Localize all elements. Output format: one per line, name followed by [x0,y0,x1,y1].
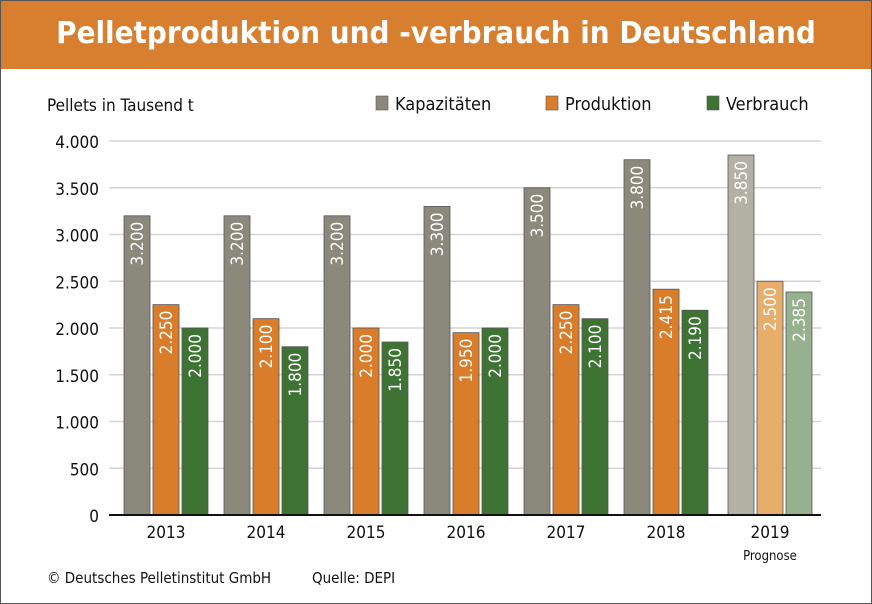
chart-title: Pelletproduktion und -verbrauch in Deuts… [56,16,816,51]
bar-verbrauch-2016 [481,327,509,516]
bar-kapazitäten-2014 [223,215,251,516]
data-label: 3.200 [328,222,348,266]
legend-label: Kapazitäten [395,94,491,115]
data-label: 3.800 [628,166,648,210]
data-label: 2.250 [157,311,177,355]
data-label: 1.800 [286,353,306,397]
bar-verbrauch-2015 [381,341,409,516]
bar-kapazitäten-2013 [123,215,151,516]
forecast-note: Prognose [743,549,797,564]
legend-swatch [706,95,720,111]
bar-kapazitäten-2018 [623,159,651,516]
x-tick-label: 2014 [247,523,286,543]
data-label: 2.415 [657,295,677,339]
data-label: 2.100 [257,325,277,369]
y-tick-label: 1.000 [55,414,99,434]
bar-verbrauch-2013 [181,327,209,516]
legend-label: Produktion [565,94,652,115]
y-tick-label: 2.500 [55,273,99,293]
x-tick-label: 2019 [751,523,790,543]
bar-produktion-2015 [352,327,380,516]
bar-kapazitäten-2019 [727,154,755,516]
bar-verbrauch-2019 [785,291,813,516]
bar-produktion-2013 [152,304,180,516]
y-axis-label: Pellets in Tausend t [47,96,194,116]
data-label: 3.300 [428,212,448,256]
source-text: Quelle: DEPI [312,569,395,587]
legend-swatch [545,95,559,111]
y-tick-label: 500 [70,460,99,480]
bar-produktion-2016 [452,332,480,516]
data-label: 3.850 [732,161,752,205]
y-tick-label: 4.000 [55,133,99,153]
y-tick-label: 0 [89,507,99,527]
data-label: 2.000 [186,334,206,378]
data-label: 2.250 [557,311,577,355]
data-label: 2.500 [761,287,781,331]
copyright-text: © Deutsches Pelletinstitut GmbH [47,569,271,587]
data-label: 3.200 [128,222,148,266]
y-tick-label: 3.000 [55,227,99,247]
bar-verbrauch-2017 [581,318,609,516]
data-label: 2.100 [586,325,606,369]
data-label: 2.385 [790,298,810,342]
x-tick-label: 2016 [447,523,486,543]
legend-label: Verbrauch [726,94,809,115]
data-label: 1.950 [457,339,477,383]
bar-verbrauch-2014 [281,346,309,516]
data-label: 3.500 [528,194,548,238]
title-bar [1,1,871,69]
y-tick-label: 1.500 [55,367,99,387]
bar-kapazitäten-2015 [323,215,351,516]
data-label: 2.190 [686,316,706,360]
x-tick-label: 2015 [347,523,386,543]
data-label: 3.200 [228,222,248,266]
y-tick-label: 2.000 [55,320,99,340]
x-tick-label: 2017 [547,523,586,543]
legend-swatch [375,95,389,111]
x-tick-label: 2018 [647,523,686,543]
data-label: 2.000 [357,334,377,378]
bar-kapazitäten-2016 [423,206,451,516]
data-label: 2.000 [486,334,506,378]
data-label: 1.850 [386,348,406,392]
x-tick-label: 2013 [147,523,186,543]
bar-produktion-2018 [652,288,680,516]
bar-produktion-2014 [252,318,280,516]
y-tick-label: 3.500 [55,180,99,200]
